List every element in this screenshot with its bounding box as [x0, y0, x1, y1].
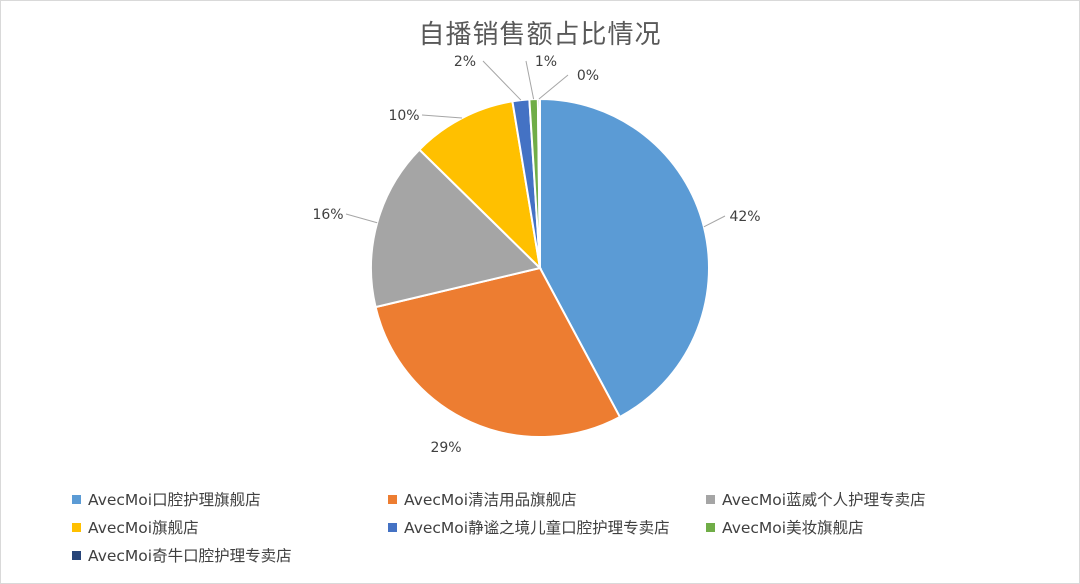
legend: AvecMoi口腔护理旗舰店 AvecMoi清洁用品旗舰店 AvecMoi蓝威个人护… — [72, 488, 1032, 566]
legend-label: AvecMoi美妆旗舰店 — [722, 519, 864, 537]
legend-item: AvecMoi蓝威个人护理专卖店 — [706, 488, 1032, 510]
legend-item: AvecMoi旗舰店 — [72, 516, 388, 538]
data-label: 29% — [430, 440, 461, 456]
legend-swatch — [388, 522, 397, 532]
legend-label: AvecMoi蓝威个人护理专卖店 — [722, 491, 926, 509]
data-label: 1% — [535, 54, 557, 70]
legend-swatch — [388, 494, 397, 504]
leader-line — [482, 60, 522, 101]
legend-item: AvecMoi奇牛口腔护理专卖店 — [72, 544, 388, 566]
legend-item: AvecMoi口腔护理旗舰店 — [72, 488, 388, 510]
leader-line — [345, 213, 378, 224]
data-label: 10% — [388, 108, 419, 124]
legend-swatch — [72, 550, 81, 560]
pie-slice — [370, 148, 542, 309]
legend-label: AvecMoi奇牛口腔护理专卖店 — [88, 547, 292, 565]
legend-label: AvecMoi清洁用品旗舰店 — [404, 491, 577, 509]
data-label: 2% — [454, 54, 476, 70]
pie-slice — [539, 97, 710, 419]
legend-swatch — [706, 494, 715, 504]
leader-line — [703, 215, 726, 228]
legend-swatch — [72, 494, 81, 504]
pie-slice — [417, 100, 542, 271]
legend-swatch — [706, 522, 715, 532]
legend-item: AvecMoi清洁用品旗舰店 — [388, 488, 706, 510]
legend-label: AvecMoi口腔护理旗舰店 — [88, 491, 261, 509]
leader-line — [525, 60, 535, 100]
legend-label: AvecMoi旗舰店 — [88, 519, 199, 537]
pie-slice — [374, 266, 622, 438]
legend-item: AvecMoi静谧之境儿童口腔护理专卖店 — [388, 516, 706, 538]
legend-swatch — [72, 522, 81, 532]
chart-title: 自播销售额占比情况 — [418, 20, 662, 50]
legend-label: AvecMoi静谧之境儿童口腔护理专卖店 — [404, 519, 670, 537]
data-label: 0% — [577, 68, 599, 84]
data-label: 16% — [312, 207, 343, 223]
leader-line — [421, 114, 463, 119]
leader-line — [538, 74, 569, 100]
legend-item: AvecMoi美妆旗舰店 — [706, 516, 1032, 538]
data-label: 42% — [729, 209, 760, 225]
